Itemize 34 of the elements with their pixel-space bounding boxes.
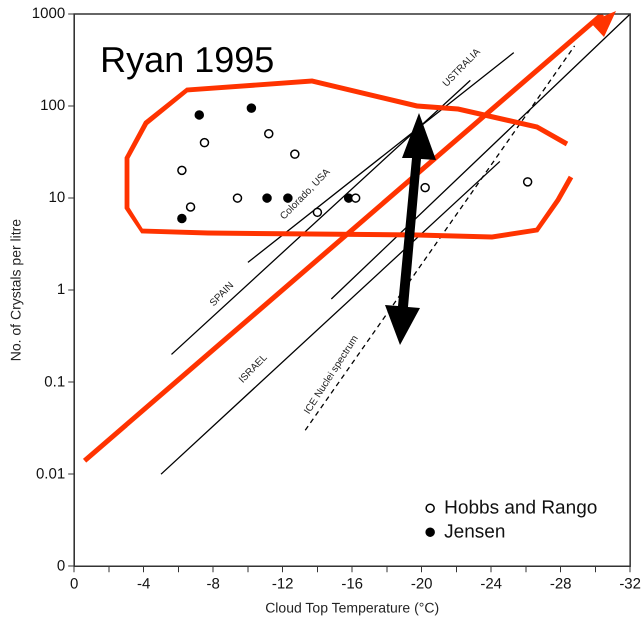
x-tick-label: -28 [550, 575, 572, 592]
x-tick-label: -24 [480, 575, 502, 592]
x-tick-label: -20 [410, 575, 433, 592]
x-axis-title: Cloud Top Temperature (°C) [265, 599, 440, 616]
y-tick-label: 0.01 [36, 465, 66, 482]
annotation: Ryan 1995 [100, 38, 274, 80]
x-tick-label: 0 [70, 575, 78, 592]
y-tick-label: 0 [56, 557, 66, 574]
y-tick-label: 1 [56, 281, 66, 298]
x-tick-label: -4 [136, 575, 150, 592]
point [186, 202, 196, 212]
point [177, 214, 187, 224]
point [200, 138, 210, 148]
y-tick-label: 0.1 [44, 373, 66, 390]
point [232, 193, 242, 203]
x-tick-label: -32 [619, 575, 642, 592]
legend-label: Hobbs and Rango [444, 497, 598, 518]
point [246, 103, 256, 113]
point [177, 166, 187, 176]
y-tick-label: 10 [48, 189, 66, 206]
point [350, 193, 360, 203]
point [420, 182, 430, 192]
y-tick-label: 100 [40, 97, 66, 114]
x-tick-label: -16 [341, 575, 364, 592]
point [264, 128, 274, 138]
x-tick-label: -12 [272, 575, 294, 592]
point [262, 193, 272, 203]
legend-label: Jensen [444, 521, 506, 542]
y-tick-label: 1000 [32, 5, 66, 22]
point [522, 177, 532, 187]
y-axis-title: No. of Crystals per litre [7, 218, 24, 362]
point [194, 110, 204, 120]
x-tick-label: -8 [206, 575, 220, 592]
point [290, 149, 300, 159]
